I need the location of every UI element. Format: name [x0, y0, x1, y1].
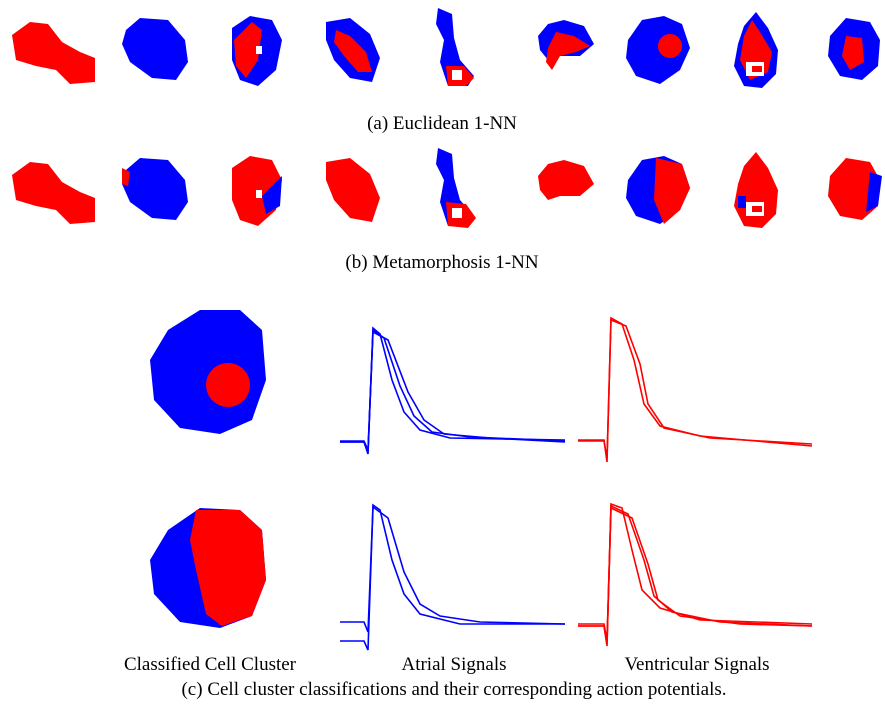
- ventricular-signals: [578, 318, 812, 646]
- caption-c: (c) Cell cluster classifications and the…: [181, 679, 726, 700]
- column-label: Ventricular Signals: [624, 654, 769, 675]
- column-label: Classified Cell Cluster: [124, 654, 297, 675]
- figure: (a) Euclidean 1-NN (b) Metamorphosis 1-N…: [0, 0, 885, 711]
- row-b-clusters: [12, 148, 882, 228]
- column-label: Atrial Signals: [401, 654, 506, 675]
- row-a-clusters: [12, 8, 880, 88]
- caption-a: (a) Euclidean 1-NN: [367, 113, 517, 134]
- caption-b: (b) Metamorphosis 1-NN: [345, 252, 538, 273]
- row-c-clusters: [150, 310, 266, 628]
- atrial-signals: [340, 328, 565, 650]
